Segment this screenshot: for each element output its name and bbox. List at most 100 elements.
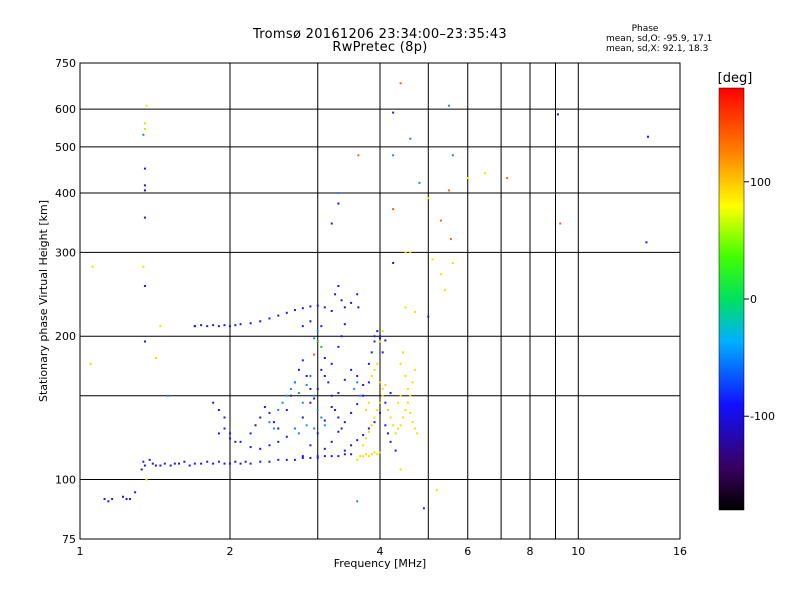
data-point <box>166 394 169 397</box>
data-point <box>406 401 409 404</box>
data-point <box>309 401 312 404</box>
data-point <box>212 401 215 404</box>
data-point <box>91 265 94 268</box>
data-point <box>217 432 220 435</box>
data-point <box>297 432 300 435</box>
data-point <box>313 427 316 430</box>
data-point <box>212 324 215 327</box>
data-point <box>223 462 226 465</box>
data-point <box>402 351 405 354</box>
data-point <box>163 462 166 465</box>
data-point <box>301 401 304 404</box>
data-point <box>379 381 381 384</box>
data-point <box>285 311 288 314</box>
data-point <box>343 449 346 452</box>
data-point <box>305 375 308 378</box>
data-point <box>320 416 323 419</box>
data-point <box>367 362 370 365</box>
data-point <box>254 424 257 427</box>
data-point <box>343 378 346 381</box>
data-point <box>169 464 172 467</box>
data-point <box>239 440 242 443</box>
data-point <box>320 345 323 348</box>
data-point <box>416 432 419 435</box>
data-point <box>229 462 231 465</box>
data-point <box>323 357 326 360</box>
data-point <box>409 251 412 254</box>
stats-o-line: mean, sd,O: -95.9, 17.1 <box>606 34 713 44</box>
data-point <box>384 401 387 404</box>
data-point <box>350 444 353 447</box>
data-point <box>384 383 387 386</box>
data-point <box>285 458 288 461</box>
data-point <box>103 498 106 501</box>
data-point <box>362 434 365 437</box>
y-tick-label: 100 <box>55 474 76 487</box>
data-point <box>309 456 312 459</box>
data-point <box>293 309 296 312</box>
data-point <box>263 406 266 409</box>
stats-x-line: mean, sd,X: 92.1, 18.3 <box>606 44 709 54</box>
data-point <box>272 421 275 424</box>
data-point <box>397 401 400 404</box>
data-point <box>365 437 368 440</box>
data-point <box>327 381 330 384</box>
data-point <box>362 455 365 458</box>
data-point <box>392 424 395 427</box>
data-point <box>394 449 397 452</box>
data-point <box>200 324 203 327</box>
x-tick-label: 8 <box>527 545 534 558</box>
data-point <box>367 455 370 458</box>
data-point <box>229 437 231 440</box>
data-point <box>320 325 323 328</box>
data-point <box>297 368 300 371</box>
data-point <box>129 498 132 501</box>
data-point <box>323 447 326 450</box>
data-point <box>277 458 280 461</box>
data-point <box>392 154 395 157</box>
data-point <box>381 387 384 390</box>
data-point <box>397 427 400 430</box>
data-point <box>142 265 145 268</box>
data-point <box>134 491 137 494</box>
data-point <box>484 172 487 175</box>
data-point <box>89 362 92 365</box>
data-point <box>350 453 353 456</box>
data-point <box>206 325 209 328</box>
data-point <box>148 458 151 461</box>
data-point <box>337 416 340 419</box>
data-point <box>293 427 296 430</box>
data-point <box>323 419 326 422</box>
data-point <box>337 391 340 394</box>
data-point <box>217 408 220 411</box>
data-point <box>313 337 316 340</box>
data-point <box>309 444 312 447</box>
x-axis-label: Frequency [MHz] <box>334 557 426 570</box>
data-point <box>340 427 343 430</box>
data-point <box>359 394 362 397</box>
data-point <box>466 176 469 179</box>
data-point <box>309 305 312 308</box>
data-point <box>367 430 370 433</box>
data-point <box>337 430 340 433</box>
data-point <box>305 424 308 427</box>
data-point <box>316 456 319 459</box>
x-tick-label: 10 <box>571 545 585 558</box>
data-point <box>301 456 304 459</box>
data-point <box>449 238 452 241</box>
data-point <box>316 455 319 458</box>
colorbar <box>718 87 745 511</box>
data-point <box>356 293 359 296</box>
data-point <box>239 323 242 326</box>
data-point <box>353 387 356 390</box>
data-point <box>447 104 450 107</box>
data-point <box>386 408 389 411</box>
data-point <box>337 191 340 194</box>
data-point <box>356 458 359 461</box>
data-point <box>439 273 442 276</box>
data-point <box>249 322 252 325</box>
data-point <box>357 154 360 157</box>
data-point <box>239 462 242 465</box>
y-tick-label: 300 <box>55 246 76 259</box>
data-point <box>337 285 340 288</box>
